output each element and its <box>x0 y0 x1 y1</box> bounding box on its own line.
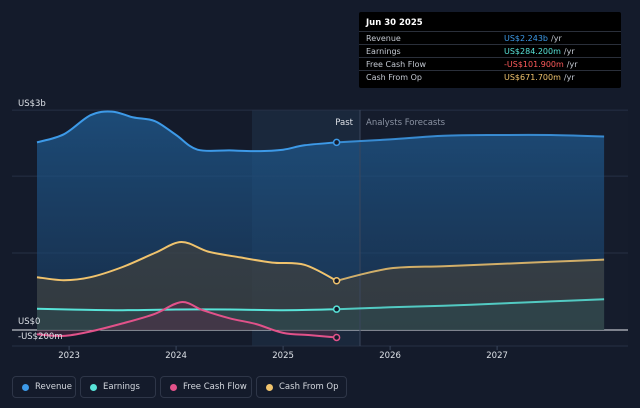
free-cash-flow-marker <box>332 333 341 342</box>
tooltip-value: US$284.200m <box>504 46 561 56</box>
cash-from-op-past-line <box>36 240 338 282</box>
series-lines <box>36 110 605 339</box>
x-tick-label: 2024 <box>165 351 187 361</box>
x-tick-label: 2026 <box>379 351 401 361</box>
free-cash-flow-past-line <box>36 301 337 339</box>
tooltip-value: US$671.700m <box>504 72 561 82</box>
tooltip-label: Revenue <box>366 33 401 43</box>
legend-item-revenue[interactable]: Revenue <box>12 376 76 398</box>
tooltip-row-free-cash-flow: Free Cash Flow -US$101.900m/yr <box>359 57 621 71</box>
earnings-dot-icon <box>90 384 97 391</box>
earnings-past-line <box>36 307 337 312</box>
y-tick-label: -US$200m <box>18 332 63 342</box>
tooltip-unit: /yr <box>566 59 578 69</box>
tooltip-value: US$2.243b <box>504 33 549 43</box>
tooltip-unit: /yr <box>563 72 575 82</box>
x-tick-label: 2027 <box>486 351 508 361</box>
earnings-marker <box>332 305 341 313</box>
tooltip-unit: /yr <box>563 46 575 56</box>
earnings-area <box>37 299 605 330</box>
legend-label: Free Cash Flow <box>183 381 247 392</box>
free-cash-flow-area <box>37 302 337 338</box>
y-tick-label: US$0 <box>18 317 40 327</box>
hover-tooltip: Jun 30 2025 Revenue US$2.243b/yr Earning… <box>359 12 621 88</box>
series-areas <box>37 111 605 338</box>
legend-label: Earnings <box>103 381 140 392</box>
forecast-label: Analysts Forecasts <box>366 118 446 128</box>
legend-item-earnings[interactable]: Earnings <box>80 376 156 398</box>
cash-from-op-forecast-line <box>336 258 605 282</box>
revenue-past-line <box>36 110 337 153</box>
tooltip-label: Earnings <box>366 46 401 56</box>
tooltip-value: -US$101.900m <box>504 59 564 69</box>
tooltip-row-revenue: Revenue US$2.243b/yr <box>359 31 621 45</box>
tooltip-unit: /yr <box>551 33 562 43</box>
legend-label: Cash From Op <box>279 381 339 392</box>
past-label: Past <box>335 118 353 128</box>
tooltip-row-cash-from-op: Cash From Op US$671.700m/yr <box>359 70 621 84</box>
tooltip-label: Free Cash Flow <box>366 59 427 69</box>
cash-from-op-marker <box>332 277 341 285</box>
revenue-marker <box>332 138 341 147</box>
tooltip-date: Jun 30 2025 <box>366 18 423 28</box>
tooltip-row-earnings: Earnings US$284.200m/yr <box>359 44 621 58</box>
performance-chart: Past Analysts Forecasts US$3b US$0 -US$2… <box>12 99 628 361</box>
series-markers <box>332 138 341 342</box>
legend-item-free-cash-flow[interactable]: Free Cash Flow <box>160 376 252 398</box>
legend-item-cash-from-op[interactable]: Cash From Op <box>256 376 347 398</box>
revenue-forecast-line <box>336 133 605 144</box>
legend-label: Revenue <box>35 381 73 392</box>
earnings-forecast-line <box>336 298 605 311</box>
free-cash-flow-dot-icon <box>170 384 177 391</box>
tooltip-label: Cash From Op <box>366 72 423 82</box>
y-tick-label: US$3b <box>18 99 46 109</box>
revenue-dot-icon <box>22 384 29 391</box>
x-tick-label: 2025 <box>272 351 294 361</box>
cash-from-op-dot-icon <box>266 384 273 391</box>
x-tick-label: 2023 <box>58 351 80 361</box>
x-axis-ticks: 2023 2024 2025 2026 2027 <box>58 346 508 361</box>
